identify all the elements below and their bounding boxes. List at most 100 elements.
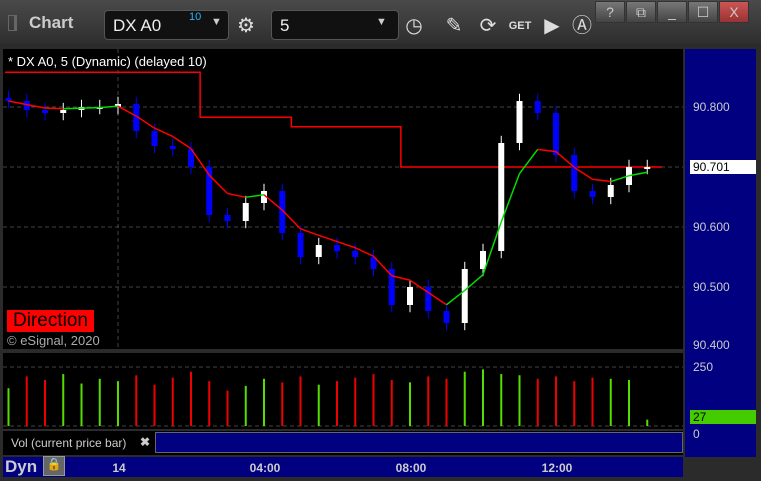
price-tick: 90.600 (693, 220, 730, 234)
restore-link-icon[interactable]: ⧉ (626, 1, 656, 23)
volume-study-label: Vol (current price bar) (11, 436, 127, 450)
ma-segment (482, 221, 502, 275)
copyright: © eSignal, 2020 (7, 333, 100, 348)
volume-bar (44, 379, 46, 426)
volume-bar (226, 390, 229, 426)
volume-bar (573, 381, 576, 426)
volume-bar (190, 371, 192, 426)
volume-bar (80, 383, 83, 426)
volume-bar (263, 378, 265, 426)
title-bar: Chart DX A0 10 ▼ ⚙ 5 ▼ ◷ ✎ ⟳ GET ▶ Ⓐ ? ⧉… (0, 0, 761, 44)
price-axis[interactable] (685, 49, 756, 457)
time-mode[interactable]: Dyn (5, 457, 38, 476)
chart-legend: * DX A0, 5 (Dynamic) (delayed 10) (8, 54, 207, 69)
volume-bar (336, 381, 338, 426)
ma-segment (227, 192, 246, 199)
maximize-button[interactable]: ☐ (688, 1, 718, 23)
volume-bar (628, 379, 630, 426)
candle (480, 251, 486, 269)
window-title: Chart (29, 13, 74, 32)
ma-segment (208, 174, 229, 195)
volume-bar (117, 381, 119, 426)
candle (151, 131, 158, 146)
candle (115, 104, 121, 107)
chevron-down-icon[interactable]: ▼ (211, 16, 222, 28)
ma-segment (300, 228, 320, 237)
candle (388, 269, 395, 305)
last-price-marker: 90.701 (690, 160, 756, 174)
close-button[interactable]: X (719, 1, 749, 23)
price-tick: 90.800 (693, 100, 730, 114)
symbol-badge: 10 (189, 11, 202, 23)
candle (5, 98, 12, 101)
ma-segment (628, 171, 648, 177)
get-icon[interactable]: GET (508, 20, 532, 32)
pencil-icon[interactable]: ✎ (445, 15, 463, 37)
volume-bar (7, 388, 10, 426)
ma-segment (500, 173, 521, 223)
volume-bar (25, 376, 28, 426)
ma-segment (354, 247, 374, 257)
volume-bar (171, 377, 174, 426)
ma-segment (135, 115, 155, 129)
clock-icon[interactable]: ◷ (405, 15, 423, 37)
candle (224, 215, 231, 221)
volume-bar (482, 369, 484, 426)
interval-value: 5 (280, 16, 290, 35)
help-button[interactable]: ? (595, 1, 625, 23)
ma-segment (555, 151, 575, 168)
candle (571, 155, 578, 191)
candle (370, 257, 377, 269)
time-axis[interactable] (3, 457, 683, 477)
volume-chart[interactable] (3, 353, 683, 429)
candle (498, 143, 505, 251)
time-label: 04:00 (249, 461, 281, 475)
candle (589, 191, 596, 197)
ma-segment (281, 209, 302, 230)
volume-bar (463, 371, 466, 426)
candle (334, 245, 340, 251)
time-label: 14 (112, 461, 126, 475)
candle (315, 245, 322, 257)
ma-segment (464, 274, 484, 292)
drag-grip-icon[interactable] (8, 15, 17, 31)
candle (644, 167, 651, 169)
ma-segment (172, 135, 192, 150)
chevron-down-icon[interactable]: ▼ (376, 16, 387, 28)
candle (60, 110, 67, 113)
candle (534, 101, 541, 113)
candle (443, 311, 450, 323)
ma-segment (537, 148, 557, 153)
settings-gear-icon[interactable]: ⚙ (237, 15, 255, 37)
volume-bar (354, 377, 357, 426)
volume-bar (518, 375, 521, 426)
candle (516, 101, 523, 143)
studies-icon[interactable]: ⟳ (479, 15, 497, 37)
minimize-button[interactable]: _ (657, 1, 687, 23)
symbol-input[interactable]: DX A0 10 ▼ (104, 10, 229, 40)
candle (425, 287, 432, 311)
volume-bar (427, 376, 430, 426)
ma-segment (409, 279, 429, 294)
ma-segment (117, 105, 137, 117)
lock-clock-icon[interactable]: 🔒 (43, 456, 65, 476)
text-a-icon[interactable]: Ⓐ (572, 15, 592, 37)
ma-segment (336, 240, 356, 249)
last-volume-marker: 27 (690, 410, 756, 424)
candle (607, 185, 614, 197)
ma-segment (427, 291, 447, 306)
candle (279, 191, 286, 233)
volume-bar (299, 376, 302, 426)
interval-select[interactable]: 5 ▼ (271, 10, 399, 40)
volume-bar (500, 374, 503, 426)
ma-segment (190, 148, 210, 176)
price-chart[interactable] (3, 49, 683, 349)
close-study-icon[interactable]: ✖ (140, 435, 151, 449)
ma-segment (154, 127, 174, 138)
play-icon[interactable]: ▶ (544, 15, 560, 37)
candle (23, 101, 30, 110)
ma-segment (573, 166, 593, 180)
candle (261, 191, 267, 203)
price-tick: 90.400 (693, 338, 730, 352)
